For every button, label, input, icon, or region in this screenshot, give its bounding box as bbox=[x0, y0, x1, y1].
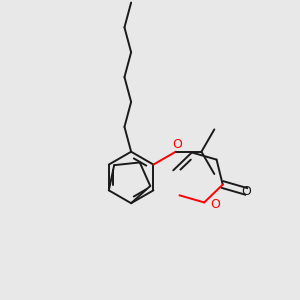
Text: O: O bbox=[241, 185, 251, 198]
Text: O: O bbox=[210, 198, 220, 211]
Text: O: O bbox=[172, 138, 182, 151]
